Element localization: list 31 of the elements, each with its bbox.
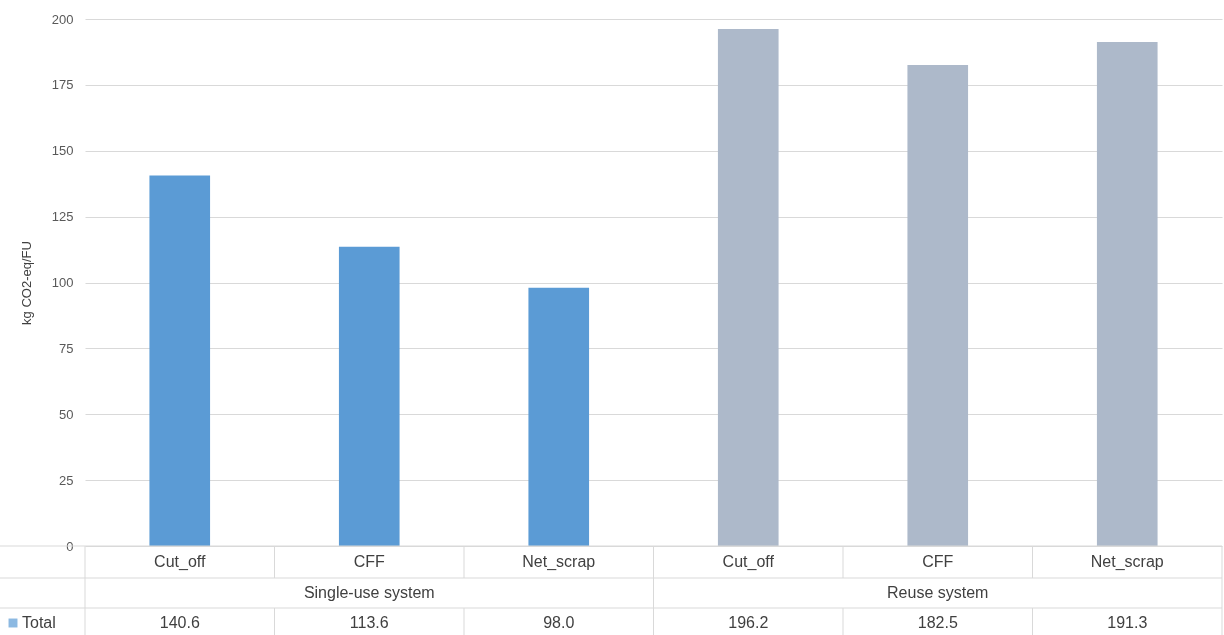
bar xyxy=(528,287,590,546)
x-tick-label: Net_scrap xyxy=(1090,553,1164,571)
y-tick-label: 200 xyxy=(51,11,74,27)
y-tick-label: 150 xyxy=(51,143,74,159)
bar xyxy=(338,246,400,546)
data-label: 196.2 xyxy=(728,614,769,631)
bar xyxy=(907,65,969,546)
data-label: 182.5 xyxy=(917,614,958,631)
data-label: 113.6 xyxy=(349,614,389,631)
data-label: 140.6 xyxy=(159,614,200,631)
bar xyxy=(149,175,211,546)
y-tick-label: 75 xyxy=(59,340,74,356)
y-tick-label: 25 xyxy=(59,472,74,488)
x-tick-label: Cut_off xyxy=(154,553,206,571)
y-tick-label: 100 xyxy=(51,275,74,290)
bar xyxy=(717,29,779,546)
data-label: 191.3 xyxy=(1107,614,1148,631)
bar xyxy=(1096,41,1158,546)
y-tick-label: 175 xyxy=(51,77,74,93)
text: Reuse system xyxy=(887,584,989,601)
y-tick-label: 50 xyxy=(59,406,74,422)
x-tick-label: CFF xyxy=(353,553,386,570)
x-tick-label: Net_scrap xyxy=(522,553,596,571)
y-axis-title: kg CO2-eq/FU xyxy=(18,241,34,325)
x-tick-label: Cut_off xyxy=(722,553,775,571)
text: Single-use system xyxy=(303,584,435,601)
y-tick-label: 125 xyxy=(51,209,74,225)
y-tick-label: 0 xyxy=(66,538,74,554)
legend-label: Total xyxy=(22,614,56,631)
x-tick-label: CFF xyxy=(922,553,954,570)
data-label: 98.0 xyxy=(543,614,575,631)
